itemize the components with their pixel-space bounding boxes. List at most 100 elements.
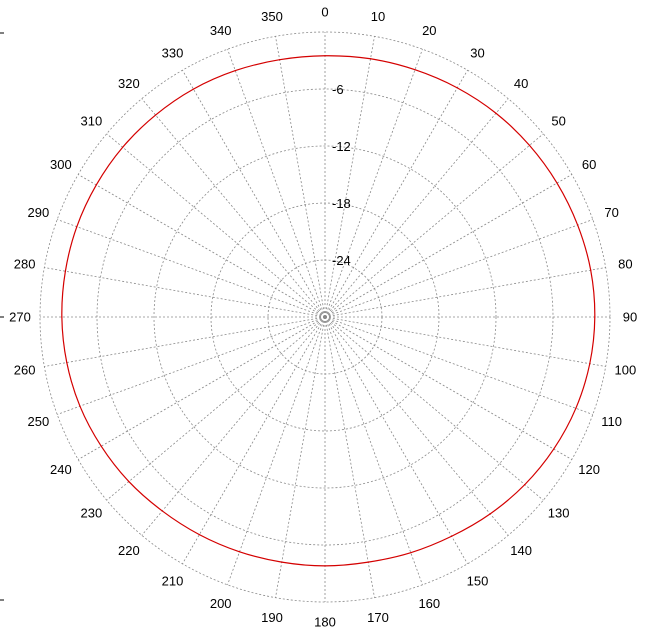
angle-tick-label: 250	[28, 414, 50, 429]
data-point-160	[410, 552, 412, 554]
spoke-110	[324, 316, 593, 415]
spoke-160	[324, 316, 423, 585]
spoke-100	[324, 316, 606, 367]
angle-tick-label: 240	[50, 462, 72, 477]
data-point-340	[234, 70, 236, 72]
data-point-130	[524, 484, 526, 486]
angle-tick-label: 110	[601, 414, 622, 429]
data-point-140	[489, 513, 491, 515]
data-point-60	[556, 182, 558, 184]
angle-tick-label: 320	[118, 76, 140, 91]
spoke-320	[141, 98, 326, 318]
angle-tick-label: 170	[367, 610, 389, 625]
angle-tick-label: 200	[210, 596, 232, 611]
ring--24	[267, 259, 383, 375]
angle-tick-label: 60	[582, 157, 596, 172]
angle-tick-label: 180	[314, 615, 336, 630]
spoke-340	[227, 49, 326, 318]
angle-tick-label: 140	[510, 543, 532, 558]
series-layer	[61, 55, 596, 567]
data-point-50	[528, 144, 531, 147]
data-point-120	[553, 448, 555, 450]
spoke-130	[324, 316, 544, 501]
angle-tick-label: 0	[321, 5, 328, 20]
data-point-70	[577, 224, 579, 226]
data-point-230	[128, 480, 130, 483]
ring-label: -12	[332, 139, 351, 154]
data-point-150	[450, 535, 453, 537]
ring--6	[96, 88, 554, 546]
spoke-170	[324, 316, 375, 598]
spoke-350	[275, 36, 326, 318]
angle-tick-label: 160	[418, 596, 440, 611]
angle-tick-label: 30	[470, 45, 484, 60]
ring--18	[210, 202, 440, 432]
spoke-280	[44, 267, 326, 318]
angle-tick-label: 40	[514, 76, 528, 91]
angle-tick-label: 270	[9, 310, 31, 325]
angle-tick-label: 260	[14, 363, 36, 378]
spoke-260	[44, 316, 326, 367]
data-point-270	[61, 316, 63, 318]
ring--12	[153, 145, 497, 489]
data-point-20	[414, 69, 416, 71]
angle-tick-label: 280	[14, 257, 36, 272]
angle-tick-label: 100	[615, 363, 637, 378]
angle-tick-label: 290	[28, 205, 50, 220]
spoke-220	[141, 316, 326, 536]
spoke-210	[182, 316, 326, 565]
left-edge-ticks	[0, 32, 4, 601]
spoke-10	[324, 36, 375, 318]
series-line	[61, 55, 596, 567]
spoke-290	[57, 219, 326, 318]
spoke-330	[182, 69, 326, 318]
data-point-200	[238, 551, 241, 553]
data-point-30	[456, 87, 458, 89]
angle-tick-label: 80	[618, 257, 632, 272]
spoke-70	[324, 219, 593, 318]
data-point-240	[100, 445, 102, 447]
data-point-330	[192, 88, 195, 90]
angle-tick-label: 150	[467, 574, 489, 589]
angle-tick-label: 190	[261, 610, 283, 625]
angle-tick-label: 50	[551, 113, 565, 128]
data-point-110	[575, 407, 577, 409]
angular-gridlines	[40, 32, 610, 602]
angle-tick-label: 130	[548, 506, 570, 521]
radial-tick-labels: -6 -12 -18 -24	[332, 82, 351, 268]
data-point-40	[495, 112, 497, 114]
data-point-260	[66, 361, 68, 364]
spoke-150	[324, 316, 468, 565]
spoke-20	[324, 49, 423, 318]
ring-label: -6	[332, 82, 344, 97]
spoke-50	[324, 133, 544, 318]
spoke-60	[324, 174, 573, 318]
angle-tick-label: 300	[50, 157, 72, 172]
spoke-40	[324, 98, 509, 318]
angle-tick-label: 340	[210, 23, 232, 38]
spoke-230	[106, 316, 326, 501]
spoke-240	[77, 316, 326, 460]
spoke-200	[227, 316, 326, 585]
angle-tick-label: 230	[81, 506, 103, 521]
data-point-180	[324, 565, 326, 567]
spoke-310	[106, 133, 326, 318]
ring-label: -18	[332, 196, 351, 211]
data-point-250	[79, 405, 81, 407]
data-point-220	[161, 510, 163, 512]
angle-tick-label: 90	[623, 310, 637, 325]
data-point-170	[367, 561, 369, 563]
data-point-320	[154, 114, 157, 116]
data-point-80	[590, 269, 592, 271]
data-point-0	[324, 55, 326, 57]
angle-tick-label: 310	[81, 113, 103, 128]
data-point-90	[594, 316, 596, 318]
spoke-140	[324, 316, 509, 536]
data-point-100	[589, 363, 591, 365]
data-point-10	[369, 58, 372, 60]
radial-gridlines	[39, 31, 611, 603]
data-point-310	[122, 146, 124, 148]
spoke-30	[324, 69, 468, 318]
spoke-120	[324, 316, 573, 460]
